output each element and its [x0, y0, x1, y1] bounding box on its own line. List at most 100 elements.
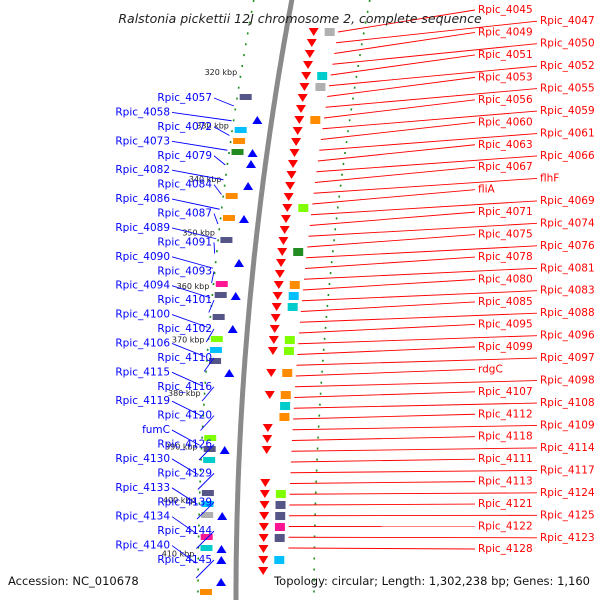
- gene-label: Rpic_4058: [115, 106, 170, 118]
- leader-line: [316, 155, 538, 173]
- gene-label: Rpic_4081: [540, 262, 595, 274]
- gene-label: Rpic_4119: [115, 395, 170, 407]
- gene-label: Rpic_4051: [478, 49, 533, 61]
- forward-gene-arrow: [308, 28, 319, 36]
- leader-line: [171, 516, 197, 535]
- gene-label: Rpic_4106: [115, 337, 170, 349]
- forward-gene-arrow: [280, 215, 291, 223]
- reverse-gene-arrow: [252, 116, 263, 124]
- gene-label: Rpic_4096: [540, 330, 595, 342]
- leader-line: [323, 99, 476, 119]
- leader-line: [200, 415, 215, 431]
- gene-label: Rpic_4078: [478, 251, 533, 263]
- leader-line: [197, 473, 215, 490]
- topology-caption: Topology: circular; Length: 1,302,238 bp…: [273, 574, 590, 588]
- forward-gene-arrow: [276, 259, 287, 267]
- leader-line: [288, 536, 538, 539]
- gene-label: Rpic_4079: [157, 150, 212, 162]
- gene-function-block: [275, 501, 286, 509]
- gene-function-block: [209, 347, 222, 353]
- gene-label: Rpic_4123: [540, 532, 595, 544]
- gene-label: Rpic_4045: [478, 4, 533, 16]
- gene-function-block: [287, 303, 298, 311]
- gene-label: Rpic_4100: [115, 309, 170, 321]
- tick-label: 350 kbp: [182, 229, 215, 238]
- leader-line: [303, 267, 538, 280]
- leader-line: [295, 368, 476, 377]
- gene-label: Rpic_4145: [157, 554, 212, 566]
- leader-line: [289, 492, 538, 495]
- gene-label: Rpic_4052: [540, 60, 595, 72]
- tick-label: 330 kbp: [196, 122, 229, 131]
- gene-function-block: [274, 556, 285, 564]
- forward-gene-arrow: [262, 435, 273, 443]
- gene-label: Rpic_4115: [115, 366, 170, 378]
- gene-label: Rpic_4074: [540, 217, 595, 229]
- gene-function-block: [200, 534, 213, 540]
- gene-label: Rpic_4139: [157, 496, 212, 508]
- leader-line: [336, 20, 538, 44]
- leader-line: [314, 166, 476, 183]
- leader-line: [213, 97, 234, 107]
- gene-label: Rpic_4093: [157, 265, 212, 277]
- gene-label: fliA: [478, 184, 496, 196]
- leader-line: [308, 222, 538, 237]
- leader-line: [171, 256, 214, 269]
- leader-line: [198, 444, 215, 461]
- gene-function-block: [274, 523, 285, 531]
- gene-label: Rpic_4129: [157, 467, 212, 479]
- gene-function-block: [315, 83, 326, 91]
- gene-function-block: [239, 94, 252, 100]
- forward-gene-arrow: [291, 138, 302, 146]
- leader-line: [295, 380, 538, 388]
- forward-gene-arrow: [259, 512, 270, 520]
- leader-line: [294, 391, 476, 398]
- gene-function-block: [200, 589, 213, 595]
- leader-line: [319, 133, 538, 151]
- leader-line: [307, 234, 476, 248]
- leader-line: [201, 386, 215, 402]
- gene-function-block: [283, 347, 294, 355]
- forward-gene-arrow: [268, 336, 279, 344]
- gene-function-block: [288, 292, 299, 300]
- leader-line: [171, 429, 200, 446]
- gene-label: Rpic_4099: [478, 341, 533, 353]
- leader-line: [196, 501, 215, 520]
- leader-line: [290, 481, 476, 484]
- leader-line: [288, 547, 476, 550]
- gene-label: Rpic_4069: [540, 195, 595, 207]
- forward-gene-arrow: [273, 281, 284, 289]
- leader-line: [337, 9, 476, 33]
- leader-line: [171, 371, 204, 387]
- forward-gene-arrow: [260, 479, 271, 487]
- leader-line: [293, 413, 476, 420]
- leader-line: [213, 213, 219, 225]
- forward-gene-arrow: [292, 127, 303, 135]
- gene-label: Rpic_4128: [478, 543, 533, 555]
- gene-function-block: [231, 149, 244, 155]
- leader-line: [213, 242, 216, 254]
- leader-line: [213, 184, 222, 195]
- gene-function-block: [201, 501, 214, 507]
- forward-gene-arrow: [258, 556, 269, 564]
- forward-gene-arrow: [258, 523, 269, 531]
- gene-label: Rpic_4049: [478, 26, 533, 38]
- gene-function-block: [212, 314, 225, 320]
- forward-gene-arrow: [278, 237, 289, 245]
- leader-line: [211, 271, 215, 284]
- gene-function-block: [282, 369, 293, 377]
- leader-line: [196, 530, 215, 549]
- gene-label: Rpic_4133: [115, 482, 170, 494]
- leader-line: [171, 545, 197, 564]
- gene-label: Rpic_4085: [478, 296, 533, 308]
- leader-line: [171, 487, 198, 505]
- leader-line: [313, 177, 538, 194]
- gene-function-block: [234, 127, 247, 133]
- gene-function-block: [280, 391, 291, 399]
- gene-label: rdgC: [478, 363, 503, 375]
- leader-line: [205, 328, 215, 343]
- leader-line: [305, 256, 476, 269]
- leader-line: [171, 285, 211, 299]
- gene-label: Rpic_4116: [157, 381, 212, 393]
- gene-function-block: [203, 457, 216, 463]
